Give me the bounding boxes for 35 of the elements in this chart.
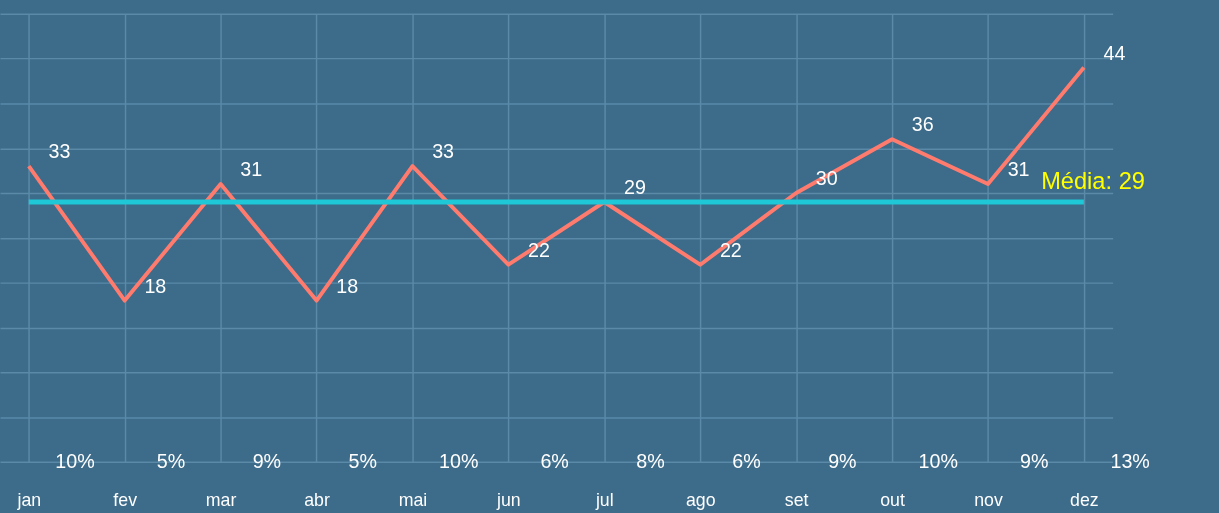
x-tick-label: abr — [304, 489, 330, 510]
annotation: 9% — [252, 449, 282, 472]
annotation: 5% — [348, 449, 378, 472]
x-tick-label: jun — [496, 489, 521, 510]
annotation: 5% — [156, 449, 186, 472]
annotation: 9% — [1020, 449, 1049, 472]
ref-line-label: Média: 29 — [1041, 168, 1145, 195]
x-tick-label: out — [880, 489, 905, 510]
annotation: 10% — [439, 449, 479, 472]
data-label: 22 — [719, 238, 742, 261]
data-label: 33 — [48, 140, 71, 163]
annotation: 6% — [540, 449, 569, 472]
x-tick-label: mai — [398, 489, 428, 510]
annotation: 6% — [732, 449, 761, 472]
data-label: 36 — [911, 113, 934, 136]
data-label: 18 — [144, 274, 167, 297]
data-label: 18 — [336, 274, 359, 297]
x-tick-label: jul — [594, 489, 614, 510]
x-tick-label: nov — [974, 489, 1003, 510]
annotation: 10% — [918, 449, 959, 472]
data-label: 44 — [1103, 41, 1126, 64]
x-tick-label: mar — [205, 489, 237, 510]
x-tick-label: jan — [16, 489, 42, 510]
x-tick-label: set — [784, 489, 809, 510]
x-tick-label: dez — [1070, 489, 1099, 510]
annotation: 9% — [828, 449, 857, 472]
annotation: 10% — [55, 449, 95, 472]
x-tick-label: ago — [685, 489, 716, 510]
data-label: 31 — [240, 158, 263, 181]
data-label: 31 — [1007, 158, 1030, 181]
x-tick-label: fev — [113, 489, 138, 510]
annotation: 13% — [1110, 449, 1150, 472]
data-label: 29 — [623, 176, 646, 199]
data-label: 33 — [432, 140, 455, 163]
annotation: 8% — [636, 449, 665, 472]
